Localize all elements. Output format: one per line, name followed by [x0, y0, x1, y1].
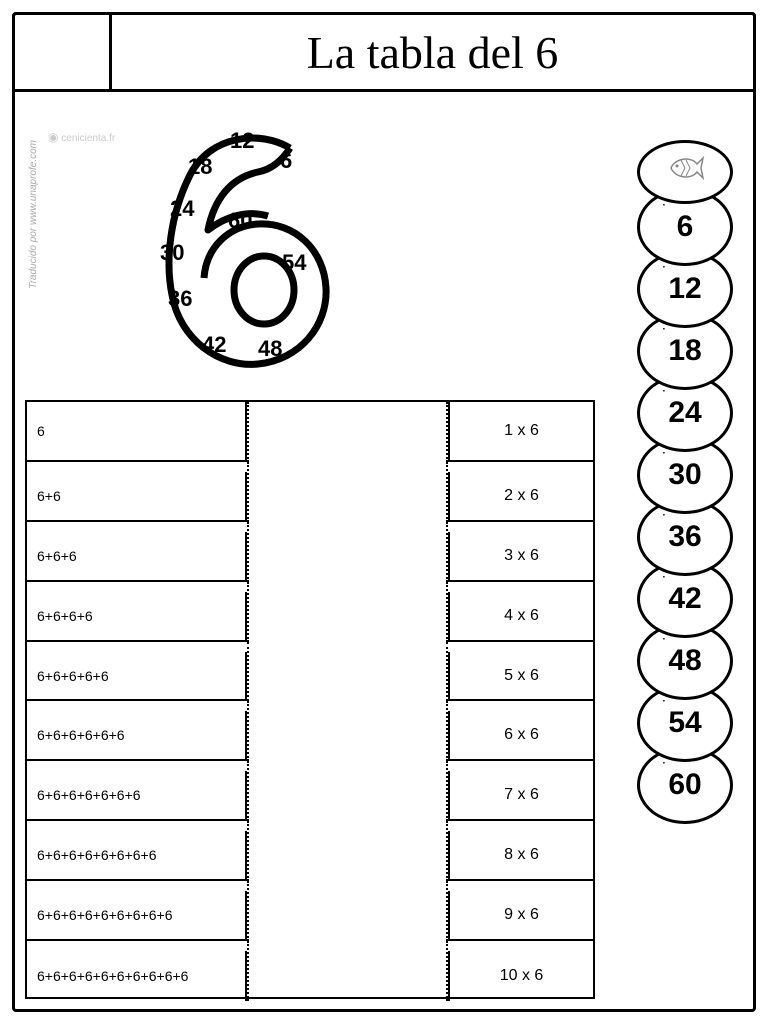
fish-icon: [665, 154, 705, 190]
match-multiplication: 2 x 6: [448, 472, 593, 522]
clock-num-42: 42: [202, 332, 226, 358]
clock-num-18: 18: [188, 154, 212, 180]
match-addition: 6: [27, 402, 247, 462]
match-row: 6 1 x 6: [27, 402, 593, 462]
clock-num-48: 48: [258, 336, 282, 362]
matching-table: 61 x 66+62 x 66+6+63 x 66+6+6+64 x 66+6+…: [25, 400, 595, 999]
match-addition: 6+6+6: [27, 532, 247, 582]
header-blank-box: [12, 12, 112, 92]
clock-num-6: 6: [280, 148, 292, 174]
credit-brand: ◉ cenicienta.fr: [48, 130, 115, 144]
match-addition: 6+6: [27, 472, 247, 522]
match-addition: 6+6+6+6+6+6+6+6+6: [27, 891, 247, 941]
match-multiplication: 10 x 6: [448, 951, 593, 1001]
match-multiplication: 3 x 6: [448, 532, 593, 582]
match-row: 6+6+6+6+6 5 x 6: [27, 642, 593, 702]
match-row: 6+6 2 x 6: [27, 462, 593, 522]
clock-num-36: 36: [168, 286, 192, 312]
match-addition: 6+6+6+6+6+6+6+6: [27, 831, 247, 881]
match-row: 6+6+6+6+6+6+6+6 8 x 6: [27, 821, 593, 881]
match-multiplication: 6 x 6: [448, 711, 593, 761]
match-multiplication: 5 x 6: [448, 652, 593, 702]
match-gap: [247, 701, 448, 761]
clock-num-60: 60: [228, 208, 252, 234]
match-row: 6+6+6 3 x 6: [27, 522, 593, 582]
match-row: 6+6+6+6 4 x 6: [27, 582, 593, 642]
clock-num-30: 30: [160, 240, 184, 266]
match-row: 6+6+6+6+6+6+6+6+6+6 10 x 6: [27, 941, 593, 1001]
match-addition: 6+6+6+6+6: [27, 652, 247, 702]
match-addition: 6+6+6+6+6+6: [27, 711, 247, 761]
caterpillar-head: [637, 140, 733, 204]
match-multiplication: 8 x 6: [448, 831, 593, 881]
match-gap: [247, 582, 448, 642]
match-gap: [247, 761, 448, 821]
clock-num-12: 12: [230, 128, 254, 154]
match-multiplication: 7 x 6: [448, 771, 593, 821]
match-row: 6+6+6+6+6+6+6+6+6 9 x 6: [27, 881, 593, 941]
page-title: La tabla del 6: [112, 12, 756, 92]
match-addition: 6+6+6+6+6+6+6: [27, 771, 247, 821]
match-multiplication: 4 x 6: [448, 592, 593, 642]
match-row: 6+6+6+6+6+6 6 x 6: [27, 701, 593, 761]
credit-brand-text: cenicienta.fr: [61, 133, 115, 144]
match-row: 6+6+6+6+6+6+6 7 x 6: [27, 761, 593, 821]
caterpillar-strip: · · · · ·6· · · · ·12· · · · ·18· · · · …: [630, 140, 740, 824]
match-gap: [247, 462, 448, 522]
match-gap: [247, 941, 448, 1001]
header: La tabla del 6: [12, 12, 756, 92]
clock-num-54: 54: [282, 250, 306, 276]
big-number-six: 12 6 18 24 30 36 42 48 54 60: [130, 120, 350, 380]
match-addition: 6+6+6+6: [27, 592, 247, 642]
match-gap: [247, 522, 448, 582]
credit-translator: Traducido por www.unaprofe.com: [28, 140, 39, 289]
match-addition: 6+6+6+6+6+6+6+6+6+6: [27, 951, 247, 1001]
match-gap: [247, 881, 448, 941]
match-gap: [247, 642, 448, 702]
match-gap: [247, 402, 448, 462]
match-multiplication: 1 x 6: [448, 402, 593, 462]
match-multiplication: 9 x 6: [448, 891, 593, 941]
match-gap: [247, 821, 448, 881]
clock-num-24: 24: [170, 196, 194, 222]
